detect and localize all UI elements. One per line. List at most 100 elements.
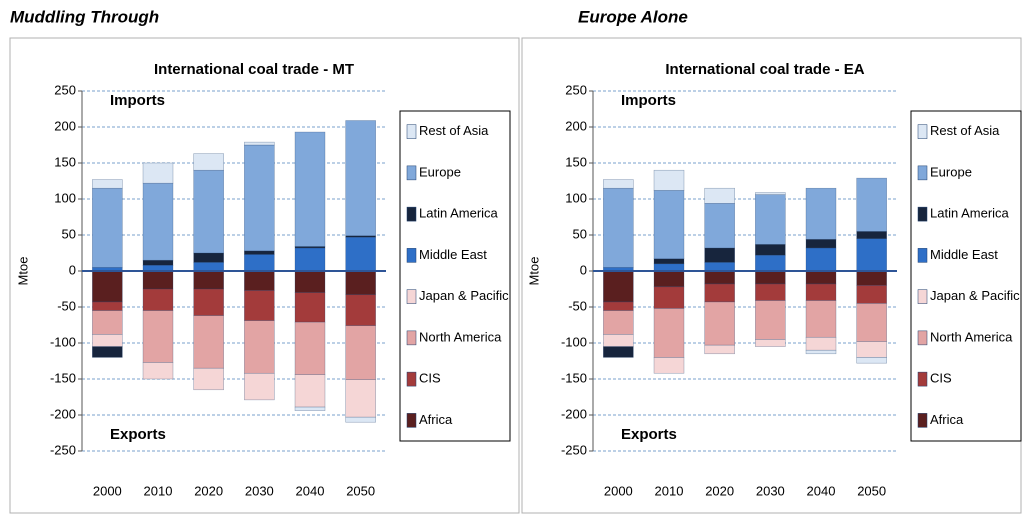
bar-segment: [294, 131, 326, 247]
bar-segment: [345, 416, 376, 423]
y-tick-label: 200: [565, 118, 587, 133]
bar-segment: [856, 177, 887, 232]
x-tick-label: 2020: [194, 483, 223, 498]
bar-segment: [755, 254, 786, 272]
y-tick-label: -200: [561, 406, 587, 421]
bar-segment: [92, 334, 123, 347]
bar-segment: [193, 270, 224, 290]
legend-label: Middle East: [419, 247, 487, 262]
y-tick-label: -50: [568, 298, 587, 313]
bar-segment: [193, 315, 224, 369]
bar-segment: [244, 320, 275, 374]
bar-segment: [92, 346, 123, 358]
legend-swatch: [917, 248, 928, 263]
x-tick-label: 2050: [857, 483, 886, 498]
legend-label: Africa: [419, 412, 453, 427]
bar-segment: [856, 231, 887, 239]
legend-label: North America: [419, 329, 502, 344]
bar-segment: [704, 270, 735, 285]
bar-segment: [193, 288, 224, 316]
bar-segment: [755, 300, 786, 340]
bar-segment: [193, 153, 224, 171]
bar-segment: [142, 288, 174, 311]
legend-swatch: [917, 289, 928, 304]
y-tick-label: 100: [54, 190, 76, 205]
bar-segment: [653, 190, 685, 260]
bar-segment: [142, 259, 174, 266]
bar-segment: [653, 357, 685, 374]
y-tick-label: 0: [580, 262, 587, 277]
bar-segment: [92, 270, 123, 303]
bar-segment: [345, 236, 376, 272]
bar-segment: [92, 310, 123, 335]
legend-swatch: [406, 413, 417, 428]
x-tick-label: 2040: [296, 483, 325, 498]
bar-segment: [244, 270, 275, 291]
panel-frame: [9, 37, 520, 514]
bar-segment: [805, 270, 837, 285]
legend-box: [910, 110, 1022, 442]
bar-segment: [704, 301, 735, 346]
legend-label: CIS: [419, 371, 441, 386]
y-tick-label: 100: [565, 190, 587, 205]
legend-swatch: [917, 124, 928, 139]
bar-segment: [704, 247, 735, 263]
legend-swatch: [406, 371, 417, 387]
panel-title: Muddling Through: [10, 7, 159, 26]
panel-title: Europe Alone: [578, 7, 688, 26]
bar-segment: [653, 258, 685, 265]
bar-segment: [193, 262, 224, 272]
bar-segment: [653, 286, 685, 309]
x-tick-label: 2000: [604, 483, 633, 498]
bar-segment: [603, 187, 634, 268]
y-tick-label: -200: [50, 406, 76, 421]
legend-label: Japan & Pacific: [930, 288, 1020, 303]
annotation: Exports: [110, 426, 166, 443]
bar-segment: [603, 301, 634, 311]
y-tick-label: -100: [50, 334, 76, 349]
bar-segment: [755, 339, 786, 347]
x-tick-label: 2040: [807, 483, 836, 498]
y-tick-label: 50: [573, 226, 587, 241]
y-tick-label: -250: [561, 442, 587, 457]
y-tick-label: 150: [54, 154, 76, 169]
legend-swatch: [917, 165, 928, 181]
bar-segment: [142, 182, 174, 261]
bar-segment: [653, 308, 685, 358]
legend-swatch: [917, 413, 928, 428]
bar-segment: [92, 179, 123, 189]
bar-segment: [345, 294, 376, 326]
y-tick-label: 0: [69, 262, 76, 277]
y-tick-label: 250: [54, 82, 76, 97]
legend-swatch: [406, 289, 417, 304]
y-tick-label: 50: [62, 226, 76, 241]
bar-segment: [603, 179, 634, 189]
x-tick-label: 2010: [655, 483, 684, 498]
bar-segment: [142, 310, 174, 363]
bar-segment: [653, 263, 685, 272]
bar-segment: [805, 247, 837, 272]
y-axis-label: Mtoe: [15, 257, 30, 286]
bar-segment: [294, 406, 326, 411]
legend-box: [399, 110, 511, 442]
bar-segment: [653, 270, 685, 288]
bar-segment: [856, 270, 887, 286]
bar-segment: [755, 192, 786, 195]
legend-label: Middle East: [930, 247, 998, 262]
legend-label: Latin America: [419, 206, 499, 221]
y-tick-label: -100: [561, 334, 587, 349]
bar-segment: [603, 310, 634, 335]
bar-segment: [805, 349, 837, 355]
bar-segment: [193, 252, 224, 263]
legend-label: CIS: [930, 371, 952, 386]
bar-segment: [193, 169, 224, 254]
legend-label: Europe: [419, 164, 461, 179]
y-tick-label: -150: [50, 370, 76, 385]
legend-swatch: [917, 330, 928, 346]
bar-segment: [755, 270, 786, 285]
y-axis-label: Mtoe: [526, 257, 541, 286]
bar-segment: [244, 144, 275, 252]
bar-segment: [244, 141, 275, 146]
legend-swatch: [406, 124, 417, 139]
